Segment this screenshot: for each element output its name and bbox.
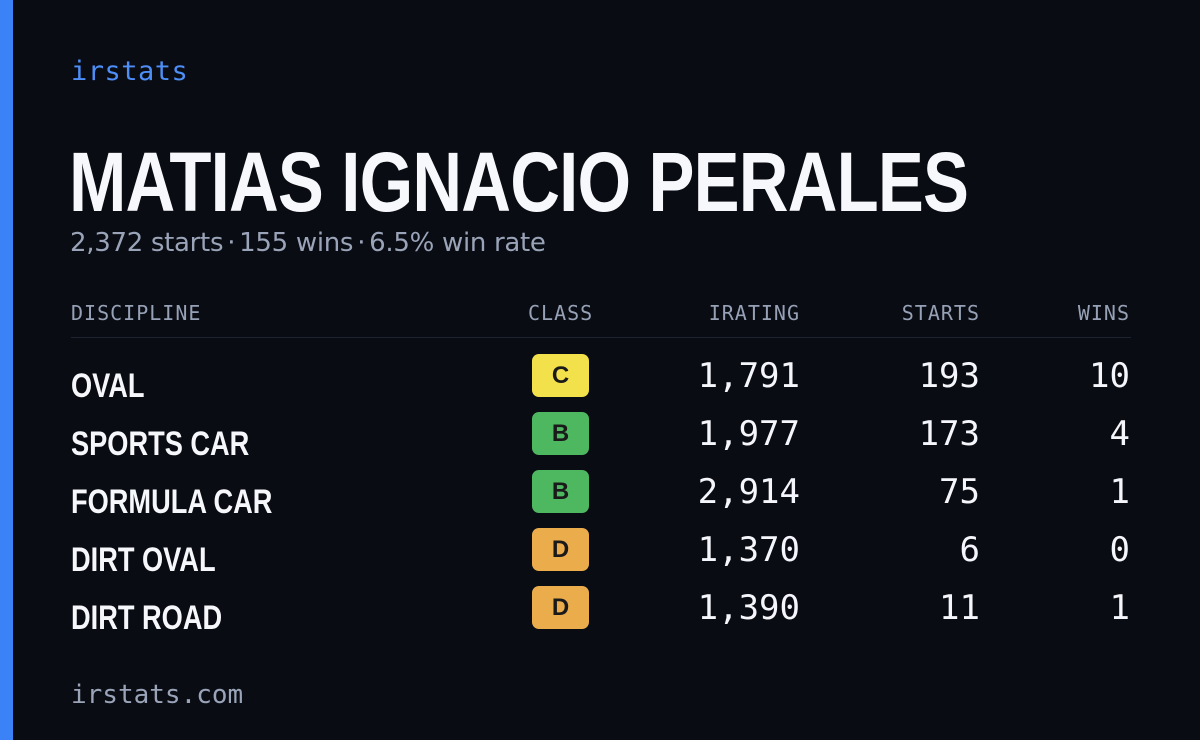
header-discipline: DISCIPLINE xyxy=(71,301,202,325)
starts-value: 193 xyxy=(918,356,980,396)
separator: · xyxy=(227,228,236,258)
table-row: DIRT ROAD D 1,390 11 1 xyxy=(0,586,1200,644)
driver-summary: 2,372 starts · 155 wins · 6.5% win rate xyxy=(70,228,546,258)
class-badge: C xyxy=(532,354,589,397)
driver-name: MATIAS IGNACIO PERALES xyxy=(69,135,969,229)
starts-value: 6 xyxy=(959,530,980,570)
wins-value: 0 xyxy=(1109,530,1130,570)
win-rate: 6.5% win rate xyxy=(369,228,546,258)
discipline-label: SPORTS CAR xyxy=(71,425,250,463)
wins-value: 10 xyxy=(1089,356,1130,396)
discipline-label: DIRT OVAL xyxy=(71,541,216,579)
discipline-label: OVAL xyxy=(71,367,145,405)
wins-value: 1 xyxy=(1109,472,1130,512)
class-badge: B xyxy=(532,470,589,513)
header-starts: STARTS xyxy=(901,301,980,325)
discipline-label: FORMULA CAR xyxy=(71,483,273,521)
wins-value: 4 xyxy=(1109,414,1130,454)
accent-bar xyxy=(0,0,13,740)
brand-logo-text: irstats xyxy=(71,56,189,87)
irating-value: 1,390 xyxy=(697,588,800,628)
header-irating: IRATING xyxy=(708,301,800,325)
header-wins: WINS xyxy=(1077,301,1130,325)
class-badge: D xyxy=(532,586,589,629)
starts-value: 173 xyxy=(918,414,980,454)
table-row: SPORTS CAR B 1,977 173 4 xyxy=(0,412,1200,470)
table-row: DIRT OVAL D 1,370 6 0 xyxy=(0,528,1200,586)
irating-value: 1,977 xyxy=(697,414,800,454)
irating-value: 1,791 xyxy=(697,356,800,396)
footer-url: irstats.com xyxy=(71,680,244,710)
starts-value: 11 xyxy=(939,588,980,628)
header-class: CLASS xyxy=(528,301,594,325)
class-badge: D xyxy=(532,528,589,571)
starts-total: 2,372 starts xyxy=(70,228,224,258)
table-row: FORMULA CAR B 2,914 75 1 xyxy=(0,470,1200,528)
separator: · xyxy=(357,228,366,258)
irating-value: 1,370 xyxy=(697,530,800,570)
class-badge: B xyxy=(532,412,589,455)
discipline-label: DIRT ROAD xyxy=(71,599,223,637)
wins-value: 1 xyxy=(1109,588,1130,628)
starts-value: 75 xyxy=(939,472,980,512)
header-divider xyxy=(71,337,1131,338)
table-row: OVAL C 1,791 193 10 xyxy=(0,354,1200,412)
irating-value: 2,914 xyxy=(697,472,800,512)
wins-total: 155 wins xyxy=(239,228,354,258)
